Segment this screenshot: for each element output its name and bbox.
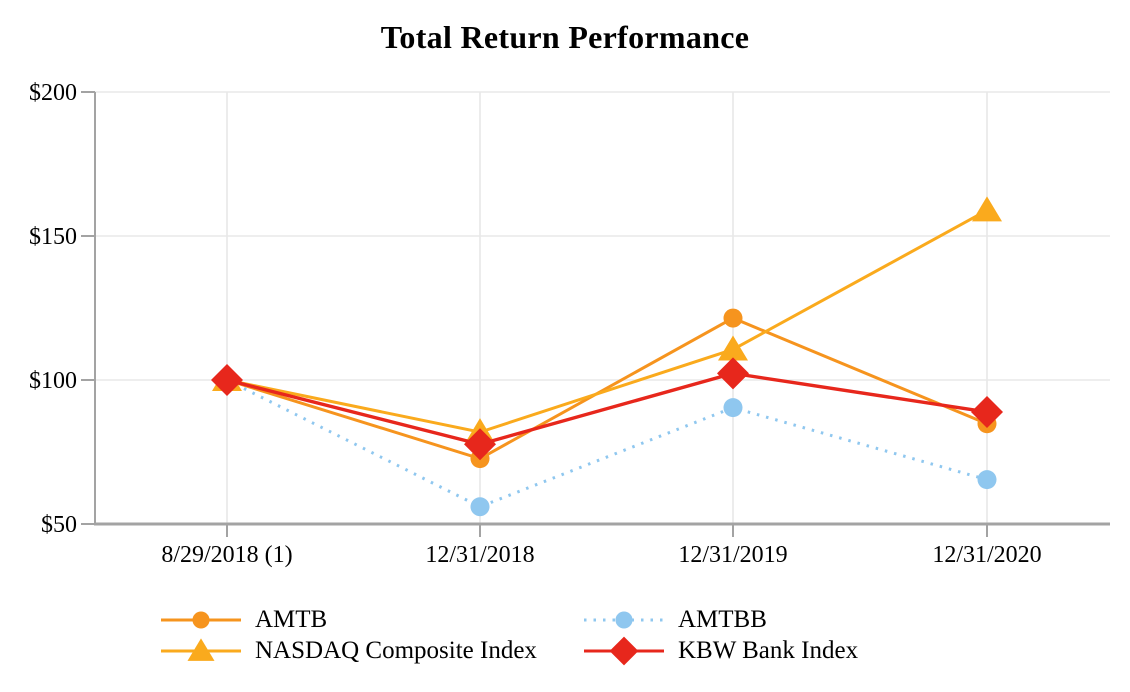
legend-item-amtb: AMTB	[160, 604, 327, 636]
x-tick-label: 12/31/2020	[932, 542, 1041, 568]
series-marker-kbw-bank-index	[211, 364, 243, 396]
x-tick-label: 12/31/2018	[425, 542, 534, 568]
series-marker-amtbb	[470, 497, 490, 517]
legend-marker-kbw-bank-index	[609, 636, 639, 666]
series-marker-amtbb	[977, 470, 997, 490]
legend-label-kbw-bank-index: KBW Bank Index	[678, 637, 859, 664]
series-marker-nasdaq-composite-index	[718, 335, 748, 361]
legend-swatch-amtb	[161, 611, 241, 629]
y-tick-label: $100	[29, 368, 77, 394]
series-marker-amtb	[723, 308, 743, 328]
legend-label-amtb: AMTB	[255, 606, 328, 633]
legend-marker-amtbb	[615, 611, 633, 629]
y-tick-label: $200	[29, 80, 77, 106]
series-marker-kbw-bank-index	[464, 428, 496, 461]
y-tick-label: $50	[41, 512, 77, 538]
series-line-nasdaq-composite-index	[226, 209, 988, 434]
series-marker-kbw-bank-index	[971, 395, 1003, 428]
legend-item-amtbb: AMTBB	[583, 604, 767, 636]
legend-item-nasdaq-composite-index: NASDAQ Composite Index	[160, 635, 537, 667]
series-line-amtb	[226, 316, 988, 461]
legend-marker-amtb	[192, 611, 210, 629]
series-line-amtbb	[226, 378, 988, 509]
x-tick-label: 8/29/2018 (1)	[161, 542, 292, 568]
series-marker-nasdaq-composite-index	[972, 196, 1002, 222]
legend-label-nasdaq-composite-index: NASDAQ Composite Index	[255, 637, 537, 664]
legend-swatch-nasdaq-composite-index	[161, 638, 241, 661]
legend-swatch-amtbb	[584, 611, 664, 629]
x-tick-label: 12/31/2019	[678, 542, 787, 568]
series-line-kbw-bank-index	[226, 371, 988, 446]
y-tick-label: $150	[29, 224, 77, 250]
legend-marker-nasdaq-composite-index	[187, 638, 215, 661]
chart-title: Total Return Performance	[380, 19, 750, 55]
series-marker-kbw-bank-index	[717, 357, 749, 390]
legend-item-kbw-bank-index: KBW Bank Index	[583, 635, 858, 667]
legend-label-amtbb: AMTBB	[678, 606, 767, 633]
series-marker-amtbb	[723, 398, 743, 418]
legend-swatch-kbw-bank-index	[584, 636, 664, 666]
